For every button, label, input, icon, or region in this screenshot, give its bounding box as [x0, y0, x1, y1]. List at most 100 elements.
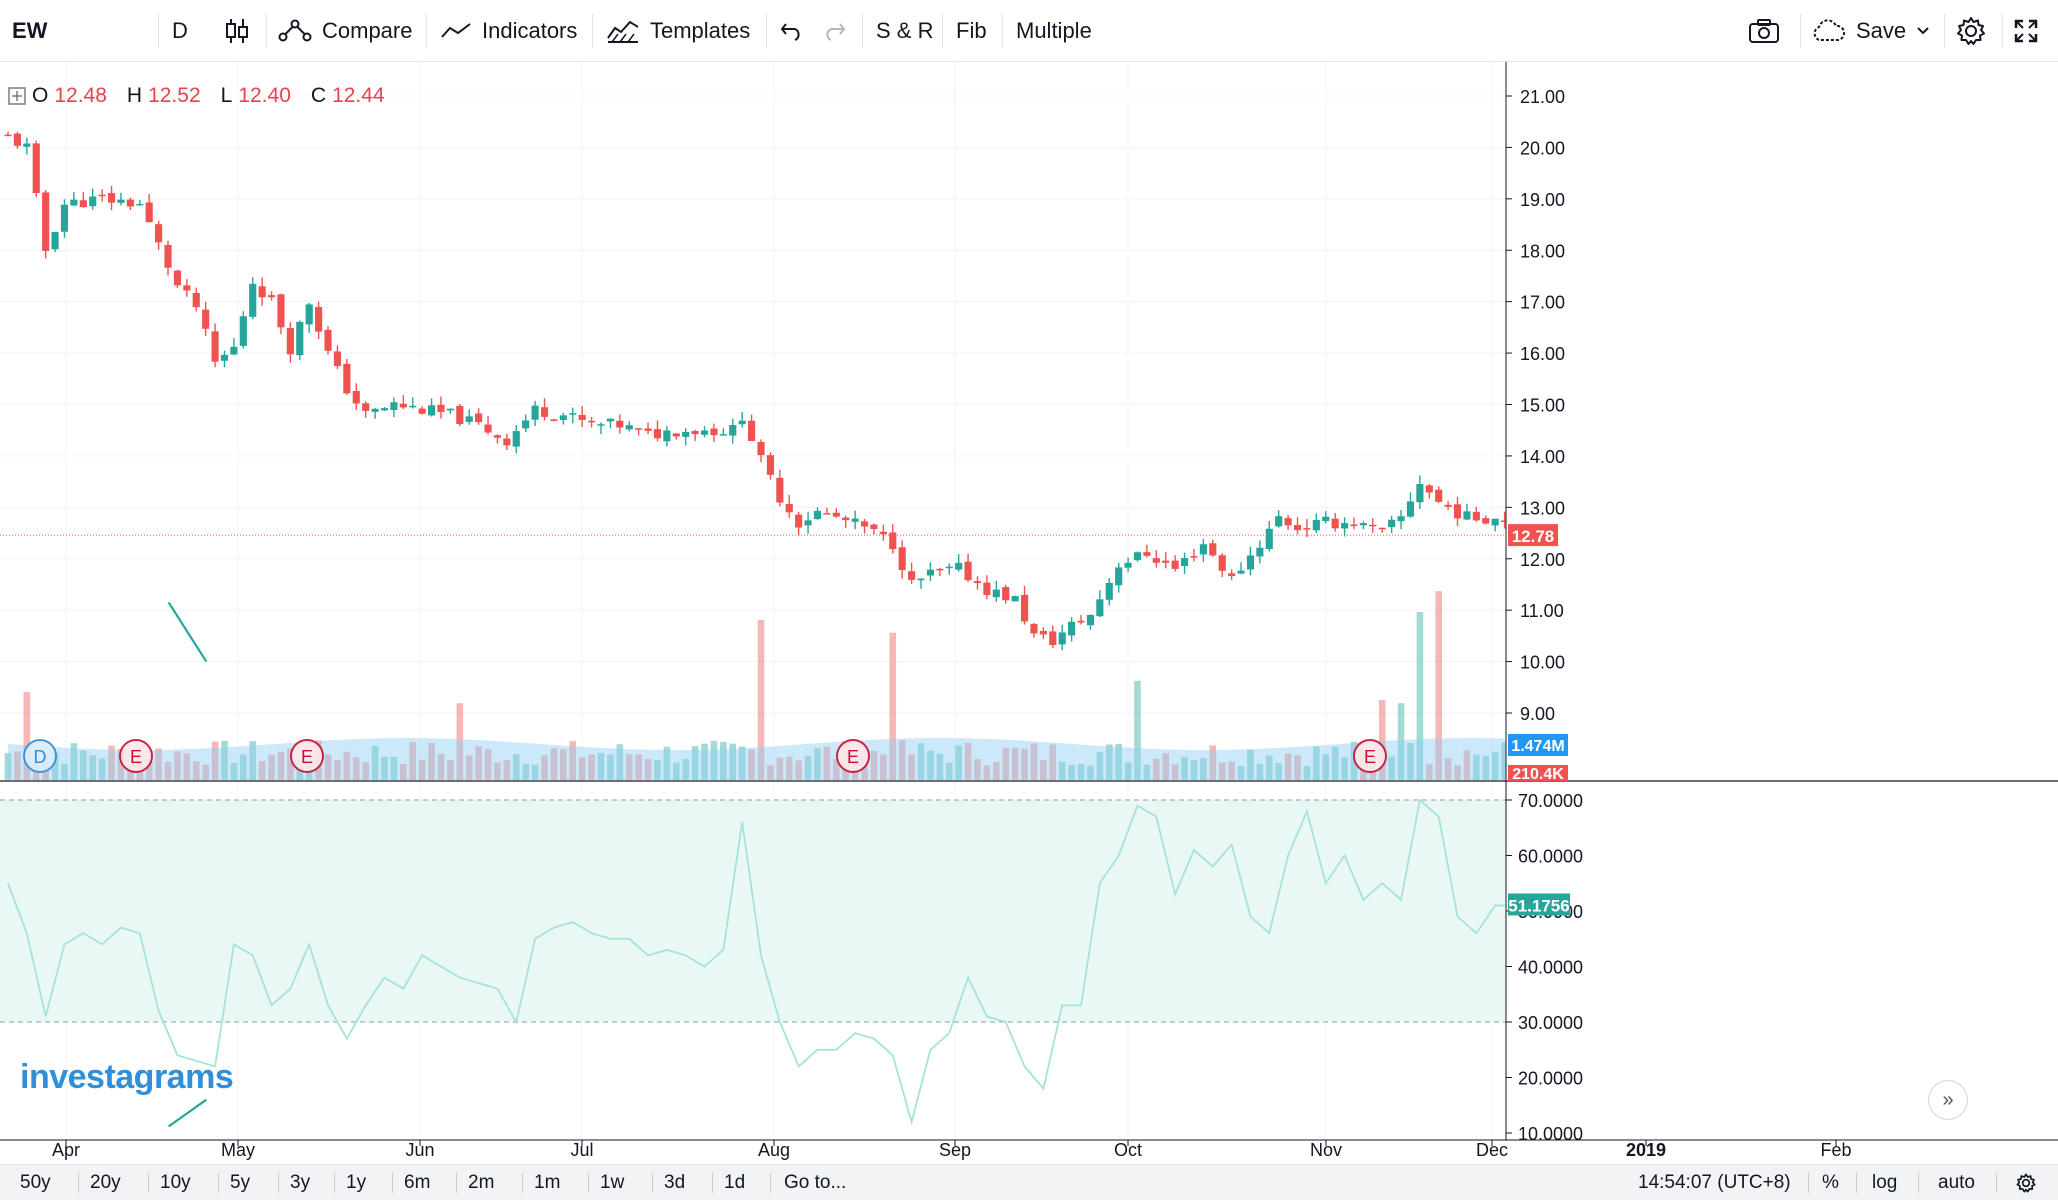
- range-button-6m[interactable]: 6m: [404, 1172, 431, 1193]
- candle-body: [1463, 511, 1471, 520]
- volume-bar: [1388, 756, 1395, 780]
- time-tick-label: Dec: [1476, 1140, 1508, 1160]
- candle-body: [550, 419, 558, 421]
- volume-bar: [1021, 748, 1028, 780]
- range-button-50y[interactable]: 50y: [20, 1172, 51, 1193]
- dividend-marker: [23, 739, 57, 773]
- time-tick-label: Feb: [1820, 1140, 1851, 1160]
- goto-button[interactable]: Go to...: [784, 1165, 846, 1201]
- templates-button[interactable]: Templates: [606, 0, 750, 62]
- volume-bar: [23, 692, 31, 780]
- expand-legend-icon[interactable]: [8, 87, 26, 105]
- volume-bar: [597, 753, 605, 780]
- range-button-1y[interactable]: 1y: [346, 1172, 367, 1193]
- range-button-1m[interactable]: 1m: [534, 1172, 561, 1193]
- candle-body: [879, 531, 887, 535]
- candle-body: [908, 571, 916, 580]
- indicators-button[interactable]: Indicators: [440, 0, 577, 62]
- volume-bar: [1134, 680, 1141, 780]
- bottom-divider: [78, 1173, 79, 1193]
- volume-bar: [531, 764, 539, 780]
- range-button-1d[interactable]: 1d: [724, 1172, 746, 1193]
- scroll-to-realtime-button[interactable]: »: [1928, 1080, 1968, 1120]
- save-button[interactable]: Save: [1810, 0, 1930, 62]
- volume-bar: [475, 746, 482, 780]
- fullscreen-button[interactable]: [2014, 0, 2038, 62]
- last-price-label: 12.78: [1512, 527, 1555, 546]
- volume-bar: [560, 749, 567, 780]
- interval-button[interactable]: D: [172, 0, 188, 62]
- volume-bar: [390, 756, 398, 780]
- symbol-button[interactable]: EW: [12, 0, 47, 62]
- time-tick-label: Apr: [52, 1140, 80, 1160]
- range-button-10y[interactable]: 10y: [160, 1172, 191, 1193]
- range-button-3d[interactable]: 3d: [664, 1172, 686, 1193]
- candle-body: [503, 438, 511, 446]
- redo-icon: [826, 23, 846, 41]
- volume-bar: [334, 759, 341, 780]
- candle-body: [305, 304, 313, 325]
- volume-bar: [1068, 765, 1075, 780]
- candle-body: [1406, 501, 1415, 517]
- volume-bar: [1209, 745, 1217, 780]
- range-button-2m[interactable]: 2m: [468, 1172, 495, 1193]
- range-button-20y[interactable]: 20y: [90, 1172, 121, 1193]
- time-tick-label: 2019: [1626, 1140, 1666, 1160]
- candle-body: [889, 532, 897, 550]
- snapshot-button[interactable]: [1748, 0, 1780, 62]
- multiple-button[interactable]: Multiple: [1016, 0, 1092, 62]
- candle-body: [587, 420, 596, 423]
- volume-bar: [1463, 750, 1471, 780]
- volume-bar: [814, 748, 821, 780]
- volume-bar: [324, 754, 332, 780]
- range-button-1w[interactable]: 1w: [600, 1172, 625, 1193]
- settings-button[interactable]: [1956, 0, 1986, 62]
- chart-area[interactable]: D E E E E 21.00 20.00 19.00 18.00 17.00 16.00 15.0…: [0, 62, 2058, 1164]
- volume-bar: [625, 754, 633, 780]
- volume-bar: [80, 750, 87, 780]
- volume-bar: [607, 754, 614, 780]
- time-tick-label: May: [221, 1140, 255, 1160]
- volume-bar: [89, 755, 97, 780]
- volume-bar: [1096, 752, 1104, 780]
- volume-bar: [249, 741, 257, 780]
- log-toggle[interactable]: log: [1872, 1165, 1897, 1201]
- candle-body: [475, 413, 483, 423]
- volume-ma-area: [8, 738, 1505, 780]
- candle-body: [202, 309, 210, 329]
- candle-body: [1369, 524, 1377, 527]
- bottom-divider: [1808, 1173, 1809, 1193]
- range-button-3y[interactable]: 3y: [290, 1172, 311, 1193]
- percent-toggle[interactable]: %: [1822, 1165, 1839, 1201]
- support-resistance-button[interactable]: S & R: [876, 0, 933, 62]
- volume-bar: [362, 762, 369, 780]
- bottom-divider: [652, 1173, 653, 1193]
- volume-bar: [833, 759, 840, 780]
- candle-body: [1472, 511, 1480, 521]
- range-button-5y[interactable]: 5y: [230, 1172, 251, 1193]
- volume-bar: [211, 741, 219, 780]
- undo-button[interactable]: [780, 0, 804, 62]
- candle-body: [635, 428, 643, 430]
- volume-bar: [1378, 700, 1386, 780]
- earnings-marker: [290, 739, 324, 773]
- volume-bar: [465, 755, 473, 780]
- chart-settings-button[interactable]: [2016, 1165, 2036, 1201]
- chart-svg[interactable]: D E E E E 21.00 20.00 19.00 18.00 17.00 16.00 15.0…: [0, 62, 2058, 1164]
- candle-body: [964, 561, 972, 581]
- candle-body: [663, 430, 671, 442]
- candle-body: [89, 196, 97, 207]
- candle-body: [540, 407, 549, 417]
- undo-icon: [780, 23, 800, 41]
- compare-button[interactable]: Compare: [278, 0, 412, 62]
- volume-bar: [192, 761, 200, 780]
- auto-toggle[interactable]: auto: [1938, 1165, 1975, 1201]
- volume-bar: [174, 751, 181, 780]
- open-label: O: [32, 84, 49, 107]
- log-label: log: [1872, 1172, 1898, 1193]
- fib-button[interactable]: Fib: [956, 0, 987, 62]
- chart-type-button[interactable]: [224, 0, 250, 62]
- redo-button[interactable]: [822, 0, 846, 62]
- volume-bar: [108, 745, 115, 780]
- candle-body: [1491, 518, 1499, 526]
